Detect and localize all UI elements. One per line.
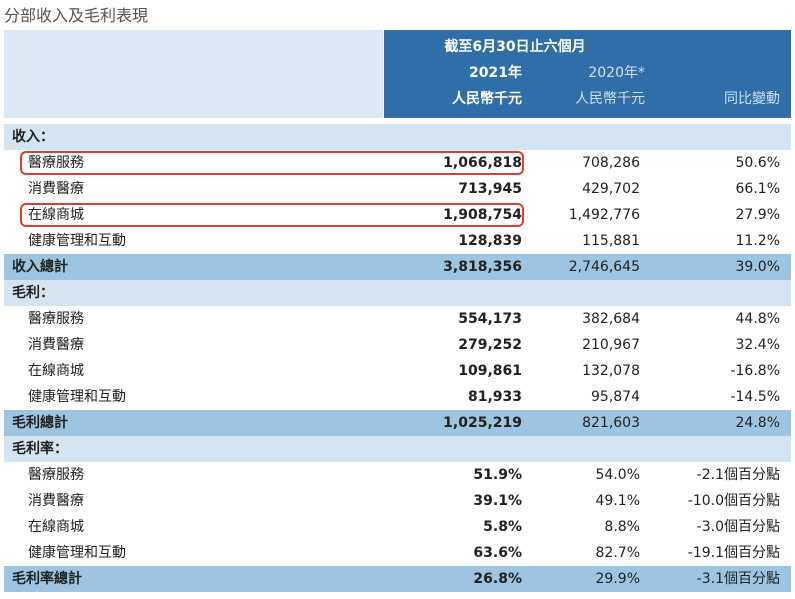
- cell: 554,173: [458, 311, 522, 327]
- cell: 44.8%: [735, 311, 780, 327]
- cell: 63.6%: [473, 545, 522, 561]
- cell: -3.0個百分點: [696, 519, 780, 535]
- row-label: 在線商城: [28, 363, 84, 379]
- cell: 50.6%: [735, 155, 780, 171]
- header-right: [384, 30, 791, 118]
- cell: 1,492,776: [568, 207, 640, 223]
- cell: -16.8%: [730, 363, 780, 379]
- section-band: [4, 280, 791, 306]
- total-cell: 2,746,645: [568, 259, 640, 275]
- cell: 82.7%: [595, 545, 640, 561]
- total-band: [4, 410, 791, 436]
- highlight-box: [20, 151, 524, 175]
- cell: 11.2%: [735, 233, 780, 249]
- cell: 81,933: [467, 389, 522, 405]
- row-label: 健康管理和互動: [28, 389, 126, 405]
- row-label: 醫療服務: [28, 311, 84, 327]
- total-cell: -3.1個百分點: [696, 571, 780, 587]
- cell: 128,839: [458, 233, 522, 249]
- cell: 1,908,754: [443, 207, 522, 223]
- cell: 708,286: [582, 155, 640, 171]
- col1-unit: 人民幣千元: [452, 91, 522, 107]
- cell: 49.1%: [595, 493, 640, 509]
- highlight-box: [20, 203, 524, 227]
- period: 截至6月30日止六個月: [444, 39, 586, 55]
- cell: 279,252: [458, 337, 522, 353]
- total-band: [4, 566, 791, 592]
- cell: 115,881: [582, 233, 640, 249]
- total-cell: 24.8%: [735, 415, 780, 431]
- section-band: [4, 124, 791, 150]
- col1-year: 2021年: [469, 65, 522, 81]
- cell: 51.9%: [473, 467, 522, 483]
- total-cell: 29.9%: [595, 571, 640, 587]
- header-left: [4, 30, 383, 118]
- row-label: 醫療服務: [28, 155, 84, 171]
- title: 分部收入及毛利表現: [4, 6, 149, 25]
- cell: 27.9%: [735, 207, 780, 223]
- section-heading: 毛利率：: [12, 441, 68, 457]
- row-label: 在線商城: [28, 207, 84, 223]
- cell: 32.4%: [735, 337, 780, 353]
- row-label: 在線商城: [28, 519, 84, 535]
- cell: -14.5%: [730, 389, 780, 405]
- cell: 8.8%: [604, 519, 640, 535]
- total-cell: 39.0%: [735, 259, 780, 275]
- section-band: [4, 436, 791, 462]
- cell: -10.0個百分點: [687, 493, 780, 509]
- cell: 5.8%: [483, 519, 522, 535]
- row-label: 消費醫療: [28, 181, 84, 197]
- total-cell: 3,818,356: [443, 259, 522, 275]
- cell: 39.1%: [473, 493, 522, 509]
- cell: 109,861: [458, 363, 522, 379]
- cell: -19.1個百分點: [687, 545, 780, 561]
- row-label: 健康管理和互動: [28, 545, 126, 561]
- cell: 95,874: [591, 389, 640, 405]
- row-label: 消費醫療: [28, 337, 84, 353]
- total-cell: 821,603: [582, 415, 640, 431]
- total-label: 收入總計: [12, 259, 68, 275]
- cell: -2.1個百分點: [696, 467, 780, 483]
- section-heading: 收入：: [12, 129, 54, 145]
- total-label: 毛利總計: [12, 415, 68, 431]
- cell: 54.0%: [595, 467, 640, 483]
- col3-label: 同比變動: [724, 91, 780, 107]
- row-label: 健康管理和互動: [28, 233, 126, 249]
- section-heading: 毛利：: [12, 285, 54, 301]
- cell: 382,684: [582, 311, 640, 327]
- cell: 66.1%: [735, 181, 780, 197]
- cell: 713,945: [458, 181, 522, 197]
- cell: 210,967: [582, 337, 640, 353]
- col2-unit: 人民幣千元: [575, 91, 645, 107]
- cell: 429,702: [582, 181, 640, 197]
- total-band: [4, 254, 791, 280]
- col2-year: 2020年*: [588, 65, 645, 81]
- total-cell: 1,025,219: [443, 415, 522, 431]
- cell: 1,066,818: [443, 155, 522, 171]
- cell: 132,078: [582, 363, 640, 379]
- total-cell: 26.8%: [473, 571, 522, 587]
- total-label: 毛利率總計: [12, 571, 82, 587]
- row-label: 消費醫療: [28, 493, 84, 509]
- row-label: 醫療服務: [28, 467, 84, 483]
